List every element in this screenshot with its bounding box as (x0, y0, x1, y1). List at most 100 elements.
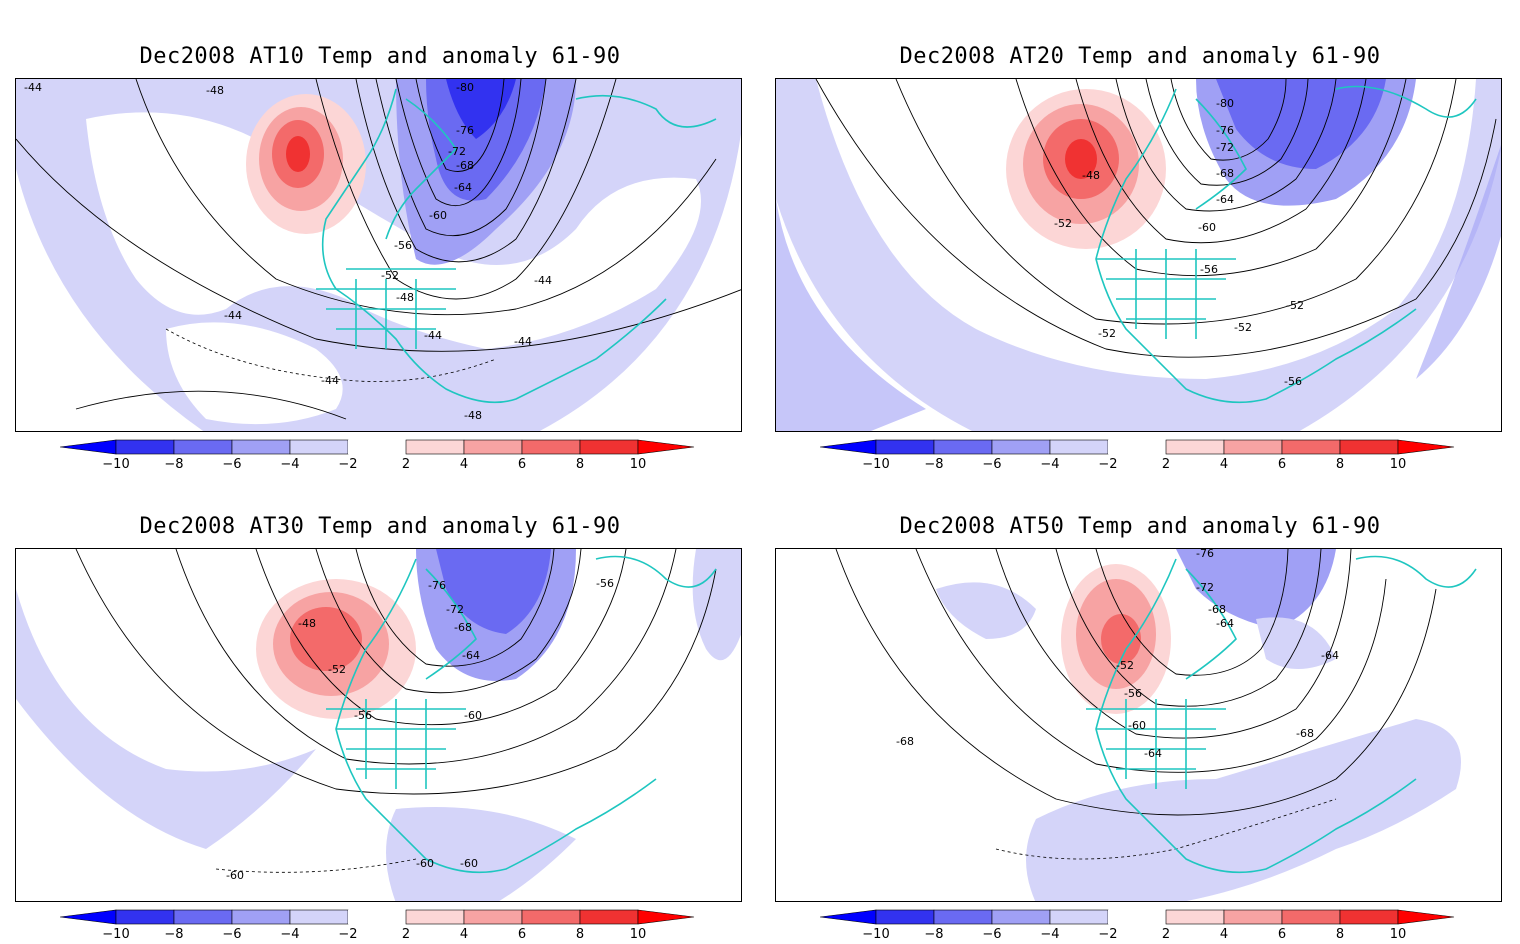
contour-label: -64 (462, 649, 480, 662)
colorbar-tick-label: −2 (1098, 927, 1117, 942)
colorbar-bin (289, 439, 349, 455)
coastline (326, 555, 717, 874)
colorbar-tick-label: 6 (1278, 457, 1286, 472)
anomaly-blue-mid (1176, 549, 1336, 629)
contour-label: -56 (354, 709, 372, 722)
contour-label: -64 (454, 181, 472, 194)
colorbar-bin (933, 439, 993, 455)
map-at30: -76 -72 -68 -64 -48 -52 -56 -60 -56 -60 … (15, 548, 742, 902)
colorbar-tick-label: 10 (630, 927, 647, 942)
colorbar-bin (115, 439, 175, 455)
colorbar-bin (875, 439, 935, 455)
contour-label: -68 (454, 621, 472, 634)
colorbar: −10 −8 −6 −4 −2 2 4 6 8 10 (820, 909, 1455, 942)
negative-contours (165, 328, 497, 382)
colorbar-bin (991, 909, 1051, 925)
contour-label: -56 (1284, 375, 1302, 388)
contour-label: -64 (1216, 193, 1234, 206)
contour-label: -60 (226, 869, 244, 882)
colorbar-tick-label: 4 (460, 457, 468, 472)
contour-label: -76 (456, 124, 474, 137)
panel-title: Dec2008 AT20 Temp and anomaly 61-90 (899, 44, 1381, 69)
map-at10: -44 -48 -80 -76 -72 -68 -64 -60 -56 -52 … (15, 78, 742, 432)
colorbar-bin (405, 909, 465, 925)
contour-label: -72 (446, 603, 464, 616)
contour-label: -52 (328, 663, 346, 676)
colorbar-bin (521, 909, 581, 925)
colorbar-tick-label: −6 (982, 457, 1001, 472)
contour-label: -52 (1116, 659, 1134, 672)
colorbar-tick-label: −4 (1040, 457, 1059, 472)
colorbar-bin (289, 909, 349, 925)
colorbar-bin (463, 909, 523, 925)
colorbar-tick-label: 6 (1278, 927, 1286, 942)
colorbar-tick-label: 4 (1220, 927, 1228, 942)
colorbar-bin (1223, 439, 1283, 455)
coastline (1086, 555, 1477, 874)
contour-label: -44 (224, 309, 242, 322)
colorbar-tick-label: −2 (1098, 457, 1117, 472)
colorbar-tick-label: −4 (280, 457, 299, 472)
anomaly-blue-northwest (936, 582, 1036, 639)
contour-label: -60 (1128, 719, 1146, 732)
contour-label: -60 (460, 857, 478, 870)
colorbar-tick-label: 8 (1336, 457, 1344, 472)
negative-contours (215, 858, 417, 873)
contour-label: -44 (514, 335, 532, 348)
colorbar-bin (1339, 439, 1399, 455)
map-at50: -76 -72 -68 -64 -52 -56 -60 -64 -64 -68 … (775, 548, 1502, 902)
colorbar-bin (173, 909, 233, 925)
colorbar-tick-label: −8 (164, 927, 183, 942)
contour-label: -52 (1054, 217, 1072, 230)
coastline (1095, 85, 1477, 404)
colorbar-bin (1049, 909, 1109, 925)
colorbar-extend-low (60, 439, 117, 455)
colorbar-bin (115, 909, 175, 925)
colorbar: −10 −8 −6 −4 −2 2 4 6 8 10 (60, 439, 695, 472)
panel-at50: Dec2008 AT50 Temp and anomaly 61-90 (760, 470, 1520, 942)
colorbar-tick-label: 6 (518, 457, 526, 472)
anomaly-blue-edge-east (1416, 144, 1501, 379)
colorbar-tick-label: −4 (1040, 927, 1059, 942)
colorbar-bin (1223, 909, 1283, 925)
contour-label: -44 (321, 374, 339, 387)
anomaly-blue-strong (426, 79, 546, 201)
contour-label: -68 (456, 159, 474, 172)
colorbar-bin (348, 440, 406, 454)
anomaly-light-blue-south (386, 807, 576, 901)
colorbar-bin (1281, 909, 1341, 925)
contour-label: -80 (456, 81, 474, 94)
colorbar-tick-label: −2 (338, 457, 357, 472)
contour-label: -56 (394, 239, 412, 252)
colorbar-extend-high (1397, 439, 1455, 455)
contour-label: -48 (298, 617, 316, 630)
colorbar-bin (1108, 910, 1166, 924)
contour-lines (835, 549, 1437, 816)
colorbar-tick-label: −6 (982, 927, 1001, 942)
colorbar-extend-high (1397, 909, 1455, 925)
contour-label: -44 (534, 274, 552, 287)
colorbar-tick-label: −10 (862, 927, 889, 942)
colorbar-extend-high (637, 909, 695, 925)
panel-at10: Dec2008 AT10 Temp and anomaly 61-90 (0, 0, 760, 472)
anomaly-blue-strong (436, 549, 551, 634)
map-at20: -80 -76 -72 -68 -64 -60 -48 -52 -56 -52 … (775, 78, 1502, 432)
contour-label: -72 (448, 145, 466, 158)
colorbar-bin (1165, 439, 1225, 455)
colorbar-tick-label: 10 (630, 457, 647, 472)
contour-lines (75, 549, 717, 795)
colorbar-tick-label: −6 (222, 927, 241, 942)
colorbar-bin (173, 439, 233, 455)
anomaly-red-max (286, 136, 310, 172)
colorbar-bin (1281, 439, 1341, 455)
contour-label: -56 (596, 577, 614, 590)
panel-title: Dec2008 AT50 Temp and anomaly 61-90 (899, 514, 1381, 539)
colorbar-tick-label: −2 (338, 927, 357, 942)
colorbar-tick-label: −6 (222, 457, 241, 472)
anomaly-blue-east (1256, 617, 1336, 669)
colorbar-bin (463, 439, 523, 455)
contour-label: -72 (1216, 141, 1234, 154)
colorbar-bin (405, 439, 465, 455)
colorbar-tick-label: −4 (280, 927, 299, 942)
map-canvas: -76 -72 -68 -64 -52 -56 -60 -64 -64 -68 … (776, 549, 1501, 901)
